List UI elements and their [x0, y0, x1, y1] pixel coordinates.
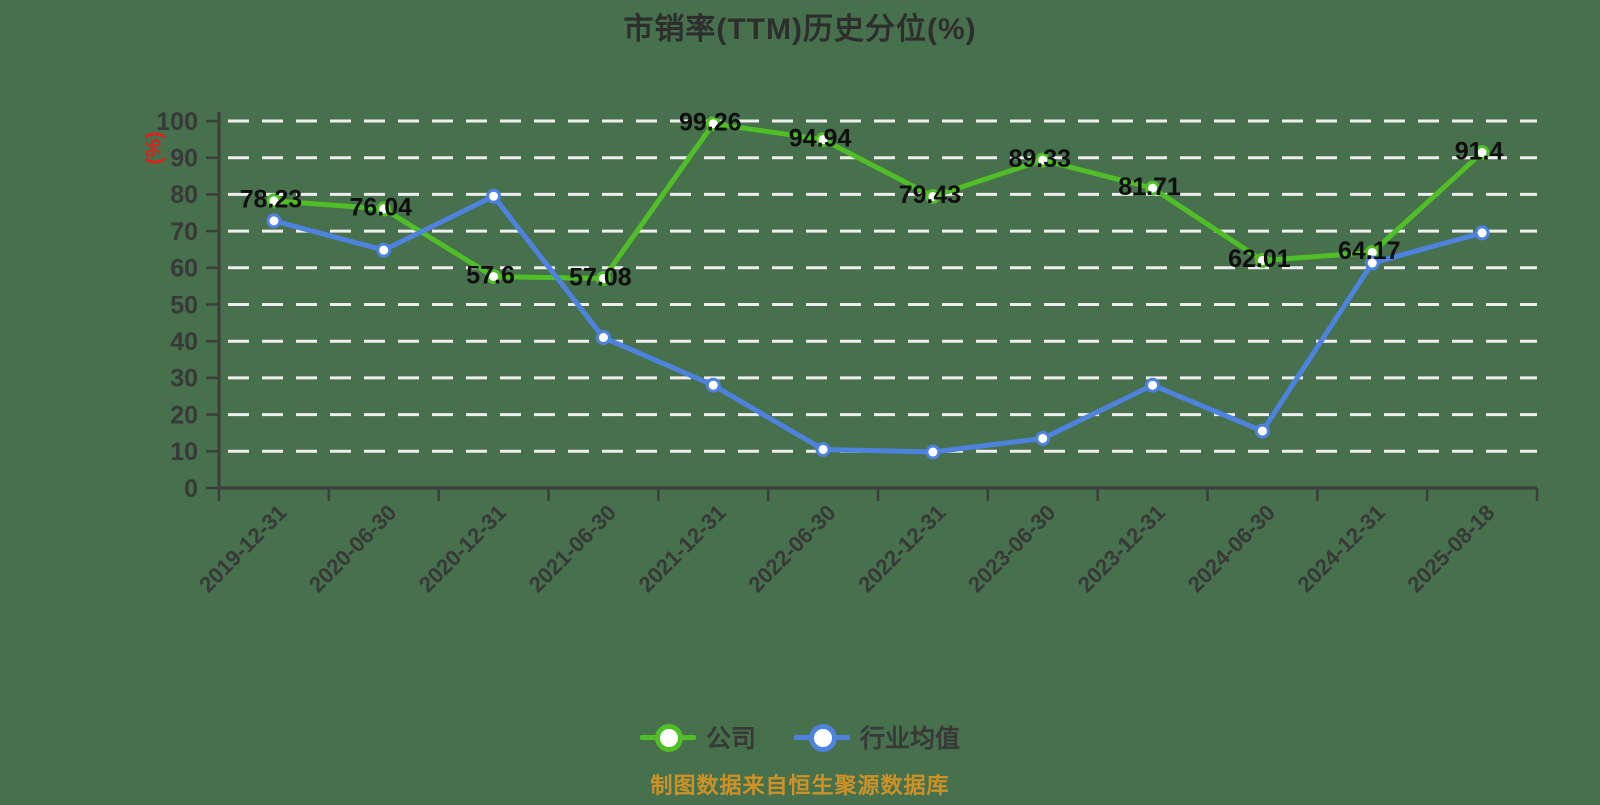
industry-series-marker-icon: [794, 722, 850, 752]
data-point: [1254, 252, 1270, 268]
x-category-label: 2021-06-30: [524, 500, 621, 597]
data-point-label: 94.94: [789, 124, 852, 152]
x-category-label: 2024-06-30: [1183, 500, 1280, 597]
series-line-行业均值: [271, 193, 1485, 455]
data-point: [595, 271, 611, 287]
y-tick-label: 90: [170, 144, 198, 172]
data-point: [705, 377, 721, 393]
data-point-label: 79.43: [899, 181, 962, 209]
data-point: [815, 441, 831, 457]
x-category-label: 2023-06-30: [963, 500, 1060, 597]
y-tick-label: 50: [170, 291, 198, 319]
y-tick-label: 100: [156, 108, 198, 136]
data-point-label: 99.26: [679, 108, 742, 136]
data-point: [1035, 430, 1051, 446]
x-category-label: 2024-12-31: [1293, 500, 1390, 597]
x-category-label: 2025-08-18: [1402, 500, 1499, 597]
x-category-label: 2020-12-31: [414, 500, 511, 597]
data-point: [486, 188, 502, 204]
data-point-label: 91.4: [1455, 137, 1504, 165]
data-point-label: 81.71: [1118, 173, 1181, 201]
data-point: [1035, 152, 1051, 168]
y-tick-label: 80: [170, 181, 198, 209]
x-category-label: 2020-06-30: [304, 500, 401, 597]
data-point: [705, 116, 721, 132]
company-series-marker-icon: [639, 722, 696, 752]
y-tick-label: 60: [170, 255, 198, 283]
data-point: [925, 188, 941, 204]
data-point: [1364, 255, 1380, 271]
series-line-公司: [271, 121, 1485, 282]
legend-item-company[interactable]: 公司: [639, 719, 756, 755]
x-category-label: 2023-12-31: [1073, 500, 1170, 597]
data-point: [1145, 180, 1161, 196]
legend-item-industry[interactable]: 行业均值: [794, 719, 960, 755]
data-point: [1474, 225, 1490, 241]
y-tick-label: 0: [184, 475, 198, 503]
y-tick-label: 40: [170, 328, 198, 356]
data-point-label: 57.08: [569, 263, 632, 291]
data-point-label: 76.04: [349, 194, 412, 222]
data-point: [1254, 423, 1270, 439]
page-title: 市销率(TTM)历史分位(%): [623, 13, 977, 46]
data-point: [486, 269, 502, 285]
y-tick-label: 20: [170, 401, 198, 429]
x-category-label: 2022-06-30: [743, 500, 840, 597]
data-point: [815, 132, 831, 148]
x-category-label: 2022-12-31: [853, 500, 950, 597]
legend-label-company: 公司: [705, 725, 756, 753]
chart-legend: 公司 行业均值: [0, 714, 1600, 760]
data-point-label: 62.01: [1228, 245, 1291, 273]
data-point: [1145, 377, 1161, 393]
data-source-note: 制图数据来自恒生聚源数据库: [650, 773, 950, 798]
data-point: [376, 201, 392, 217]
data-point-label: 64.17: [1338, 237, 1401, 265]
legend-label-industry: 行业均值: [860, 725, 961, 753]
data-point: [376, 242, 392, 258]
data-point: [266, 213, 282, 229]
y-tick-label: 10: [170, 438, 198, 466]
x-category-label: 2019-12-31: [194, 500, 291, 597]
data-point: [266, 193, 282, 209]
y-tick-label: 30: [170, 365, 198, 393]
y-axis-unit-label: (%): [142, 132, 165, 165]
data-point: [1474, 145, 1490, 161]
data-point-label: 57.6: [466, 261, 515, 289]
data-point-label: 89.33: [1008, 145, 1071, 173]
y-tick-label: 70: [170, 218, 198, 246]
data-point: [595, 330, 611, 346]
data-point: [925, 444, 941, 460]
x-category-label: 2021-12-31: [634, 500, 731, 597]
data-point-label: 78.23: [240, 186, 303, 214]
